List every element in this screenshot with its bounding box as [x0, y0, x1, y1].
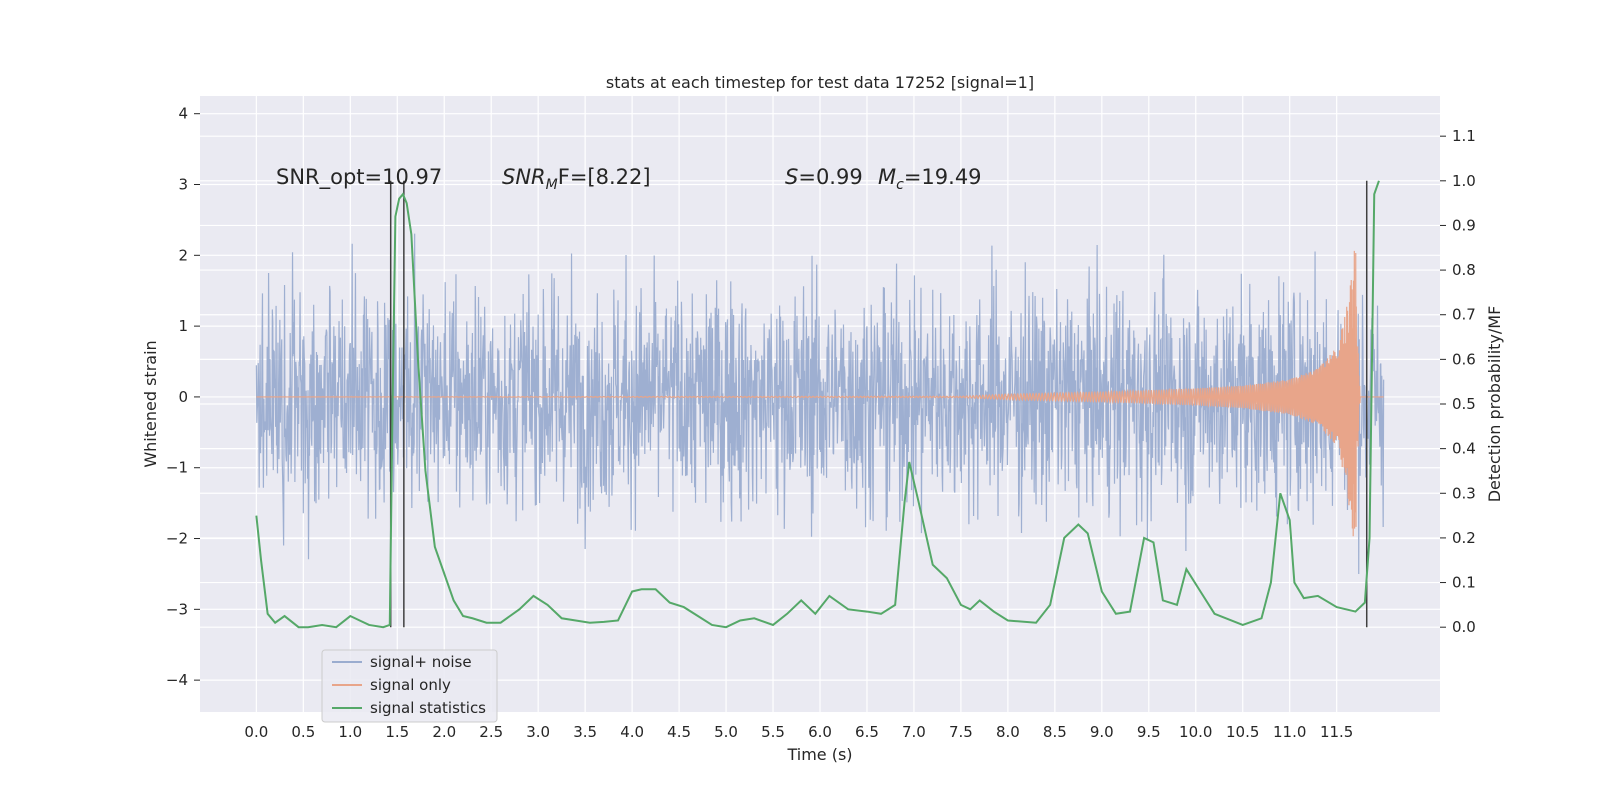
x-tick-label: 11.0	[1273, 723, 1306, 741]
y-tick-label-right: 0.3	[1452, 484, 1476, 502]
y-tick-label-left: 2	[178, 246, 188, 264]
x-tick-label: 4.0	[620, 723, 644, 741]
y-axis-label-right: Detection probability/MF	[1485, 306, 1504, 503]
x-tick-label: 6.5	[855, 723, 879, 741]
y-axis-label-left: Whitened strain	[141, 340, 160, 467]
x-tick-label: 5.0	[714, 723, 738, 741]
x-tick-label: 0.0	[244, 723, 268, 741]
y-tick-label-left: −3	[166, 600, 188, 618]
x-tick-label: 3.0	[526, 723, 550, 741]
y-tick-label-right: 0.8	[1452, 261, 1476, 279]
annotations: SNR_opt=10.97 SNRMF=[8.22] S=0.99 Mc=19.…	[276, 165, 982, 193]
x-tick-label: 7.0	[902, 723, 926, 741]
y-tick-label-right: 0.2	[1452, 529, 1476, 547]
legend-label-signal-plus-noise: signal+ noise	[370, 653, 472, 671]
series-line-signal-only	[256, 250, 1384, 537]
series-signal-statistics	[255, 180, 1380, 629]
x-tick-label: 8.5	[1043, 723, 1067, 741]
x-tick-label: 10.0	[1179, 723, 1212, 741]
x-tick-label: 0.5	[291, 723, 315, 741]
annotation-s: S=0.99	[785, 165, 863, 189]
legend: signal+ noise signal only signal statist…	[321, 649, 498, 723]
y-tick-label-left: −1	[166, 459, 188, 477]
y-tick-label-left: 1	[178, 317, 188, 335]
y-tick-label-left: 0	[178, 388, 188, 406]
y-tick-label-left: −4	[166, 671, 188, 689]
x-tick-label: 10.5	[1226, 723, 1259, 741]
y-tick-label-right: 0.7	[1452, 306, 1476, 324]
y-tick-label-right: 0.5	[1452, 395, 1476, 413]
chart-title: stats at each timestep for test data 172…	[606, 73, 1034, 92]
x-tick-label: 1.0	[338, 723, 362, 741]
y-tick-label-right: 0.0	[1452, 618, 1476, 636]
series-signal-only	[256, 250, 1384, 537]
y-tick-label-right: 0.9	[1452, 216, 1476, 234]
series-line-signal-plus-noise	[255, 233, 1385, 574]
series-signal-plus-noise	[255, 233, 1385, 574]
x-axis-label: Time (s)	[786, 745, 852, 764]
y-tick-label-left: 3	[178, 176, 188, 194]
series-line-signal-statistics	[255, 180, 1380, 629]
tick-labels: 0.0 0.5 1.0 1.5 2.0 2.5 3.0 3.5 4.0 4.5 5.0 5.5 6.0 6…	[166, 105, 1476, 741]
legend-label-signal-only: signal only	[370, 676, 451, 694]
x-tick-label: 2.0	[432, 723, 456, 741]
x-tick-label: 1.5	[385, 723, 409, 741]
x-tick-label: 8.0	[996, 723, 1020, 741]
y-tick-label-right: 0.4	[1452, 440, 1476, 458]
y-tick-label-right: 1.1	[1452, 127, 1476, 145]
legend-label-signal-statistics: signal statistics	[370, 699, 486, 717]
x-tick-label: 6.0	[808, 723, 832, 741]
x-tick-label: 9.5	[1137, 723, 1161, 741]
x-tick-label: 4.5	[667, 723, 691, 741]
y-tick-label-right: 0.6	[1452, 350, 1476, 368]
annotation-snr-mf: SNRMF=[8.22]	[502, 165, 651, 193]
x-tick-label: 5.5	[761, 723, 785, 741]
y-tick-label-right: 0.1	[1452, 574, 1476, 592]
x-tick-label: 3.5	[573, 723, 597, 741]
x-tick-label: 9.0	[1090, 723, 1114, 741]
y-tick-label-left: −2	[166, 530, 188, 548]
annotation-snr-opt: SNR_opt=10.97	[276, 165, 442, 190]
x-tick-label: 7.5	[949, 723, 973, 741]
x-tick-label: 11.5	[1320, 723, 1353, 741]
annotation-mc: Mc=19.49	[878, 165, 982, 193]
y-tick-label-left: 4	[178, 105, 188, 123]
x-tick-label: 2.5	[479, 723, 503, 741]
y-tick-label-right: 1.0	[1452, 172, 1476, 190]
legend-box	[321, 649, 498, 723]
